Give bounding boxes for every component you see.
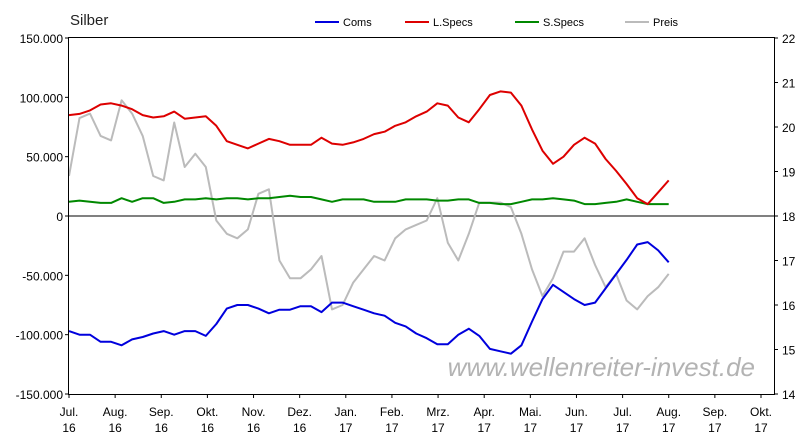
x-tick-label-year: 16 xyxy=(108,421,122,435)
series-line-l-specs xyxy=(68,90,670,206)
legend-label-l-specs: L.Specs xyxy=(433,17,473,29)
x-tick-label-month: Okt. xyxy=(196,405,218,419)
series-line-s-specs xyxy=(68,194,669,206)
x-tick-label-year: 16 xyxy=(247,421,261,435)
x-tick-label-month: Apr. xyxy=(474,405,495,419)
x-tick-label-month: Nov. xyxy=(242,405,266,419)
x-tick-label-month: Jun. xyxy=(565,405,588,419)
x-tick-label-year: 17 xyxy=(708,421,722,435)
x-tick-label-year: 17 xyxy=(754,421,768,435)
x-tick-label-month: Dez. xyxy=(287,405,312,419)
x-tick-label-month: Okt. xyxy=(750,405,772,419)
y-right-tick-label: 22 xyxy=(782,32,796,46)
x-tick-label-month: Jul. xyxy=(60,405,79,419)
x-tick-label-month: Jul. xyxy=(613,405,632,419)
x-tick-label-year: 17 xyxy=(570,421,584,435)
x-tick-label-year: 17 xyxy=(662,421,676,435)
series-line-coms xyxy=(68,241,670,355)
x-tick-label-month: Aug. xyxy=(656,405,681,419)
legend-label-s-specs: S.Specs xyxy=(543,17,584,29)
x-tick-label-year: 16 xyxy=(62,421,76,435)
x-tick-label-year: 16 xyxy=(201,421,215,435)
watermark: www.wellenreiter-invest.de xyxy=(448,352,755,382)
y-right-tick-label: 17 xyxy=(782,255,796,269)
series-line-preis xyxy=(68,99,670,311)
y-left-tick-label: 150.000 xyxy=(20,32,64,46)
y-right-tick-label: 16 xyxy=(782,299,796,313)
y-right-tick-label: 15 xyxy=(782,344,796,358)
x-tick-label-year: 17 xyxy=(478,421,492,435)
x-tick-label-year: 17 xyxy=(339,421,353,435)
x-tick-label-year: 16 xyxy=(155,421,169,435)
y-right-tick-label: 18 xyxy=(782,210,796,224)
x-tick-label-month: Mai. xyxy=(519,405,542,419)
x-tick-label-month: Jan. xyxy=(334,405,357,419)
x-tick-label-year: 17 xyxy=(431,421,445,435)
x-tick-label-month: Mrz. xyxy=(426,405,449,419)
y-left-tick-label: -150.000 xyxy=(16,388,64,402)
legend-label-coms: Coms xyxy=(343,17,372,29)
y-left-tick-label: -100.000 xyxy=(16,329,64,343)
y-left-tick-label: -50.000 xyxy=(22,269,63,283)
x-tick-label-year: 17 xyxy=(616,421,630,435)
y-right-tick-label: 20 xyxy=(782,121,796,135)
legend-label-preis: Preis xyxy=(653,17,679,29)
y-left-tick-label: 100.000 xyxy=(20,91,64,105)
x-tick-label-year: 17 xyxy=(524,421,538,435)
x-tick-label-year: 16 xyxy=(293,421,307,435)
chart-title: Silber xyxy=(70,12,108,29)
x-tick-label-month: Sep. xyxy=(703,405,728,419)
x-tick-label-month: Feb. xyxy=(380,405,404,419)
x-tick-label-year: 17 xyxy=(385,421,399,435)
y-right-tick-label: 21 xyxy=(782,77,796,91)
x-tick-label-month: Aug. xyxy=(103,405,128,419)
y-right-tick-label: 14 xyxy=(782,388,796,402)
y-left-tick-label: 0 xyxy=(56,210,63,224)
y-left-tick-label: 50.000 xyxy=(26,151,63,165)
y-right-tick-label: 19 xyxy=(782,166,796,180)
x-tick-label-month: Sep. xyxy=(149,405,174,419)
